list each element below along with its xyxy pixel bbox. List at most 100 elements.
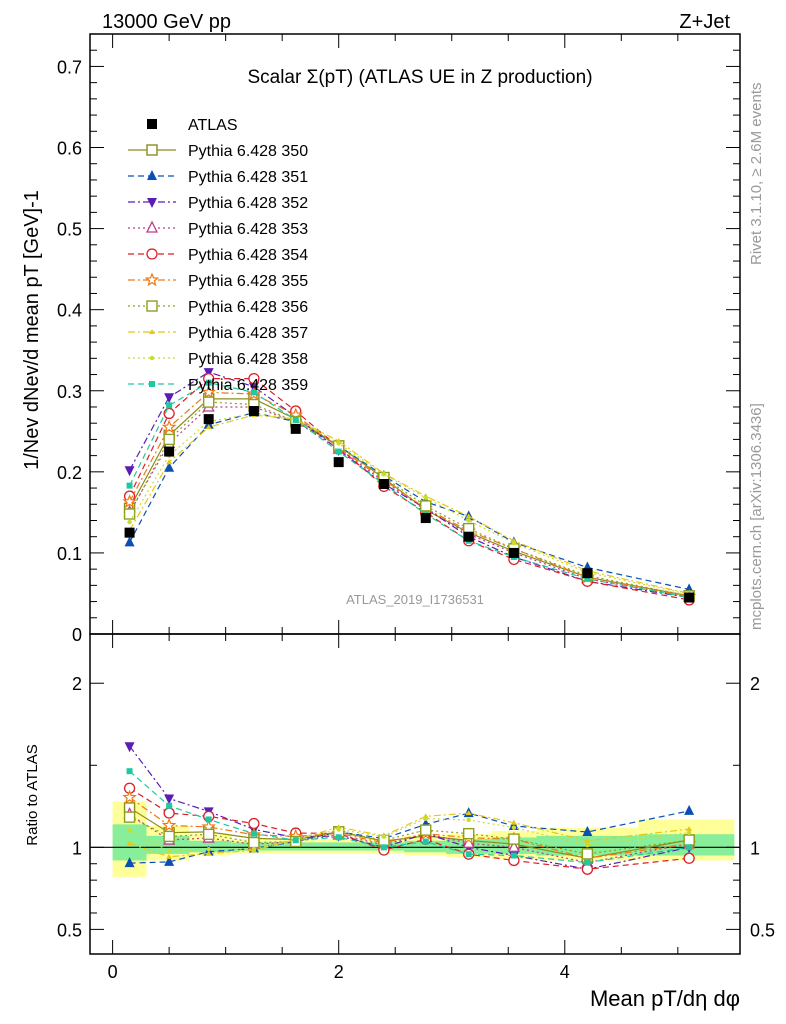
ratio-band-green (146, 835, 190, 854)
ratio-band-green (316, 842, 362, 851)
series-line-359 (129, 381, 690, 599)
ratio-marker (686, 830, 692, 835)
ratio-band-green (189, 840, 232, 853)
series-marker (292, 416, 299, 423)
legend-marker (147, 170, 157, 180)
ratio-line-352 (129, 745, 690, 870)
ratio-marker (124, 857, 135, 868)
legend-label: Pythia 6.428 359 (188, 377, 308, 394)
series-line-356 (129, 401, 690, 597)
ratio-marker (510, 819, 517, 825)
y-tick-label: 0.6 (57, 139, 82, 159)
series-marker (202, 396, 215, 408)
ratio-marker (462, 827, 475, 840)
series-marker (201, 384, 216, 399)
legend-marker (146, 248, 158, 260)
mcplots-label: mcplots.cern.ch [arXiv:1306.3436] (748, 403, 765, 630)
ratio-line-350 (129, 807, 690, 859)
ratio-marker (508, 820, 519, 830)
ratio-line-351 (129, 810, 690, 864)
ratio-band-green (404, 840, 447, 853)
ratio-marker (423, 816, 428, 821)
series-marker (123, 508, 136, 520)
ratio-marker (335, 834, 342, 841)
series-marker (420, 500, 432, 512)
ratio-marker (686, 844, 693, 851)
ratio-marker (122, 789, 137, 804)
atlas-data-point (333, 457, 344, 468)
atlas-data-point (203, 414, 214, 425)
atlas-data-point (124, 527, 135, 538)
analysis-watermark: ATLAS_2019_I1736531 (346, 592, 484, 607)
atlas-data-point (463, 531, 474, 542)
x-tick-label: 2 (334, 962, 344, 982)
series-marker (163, 433, 175, 446)
series-marker (466, 518, 471, 523)
ratio-marker (581, 848, 594, 860)
atlas-data-point (378, 479, 389, 489)
series-marker (248, 372, 260, 385)
ratio-y-tick-label-right: 0.5 (750, 920, 775, 940)
ratio-marker (166, 848, 172, 854)
ratio-marker (164, 855, 175, 866)
series-marker (122, 494, 137, 509)
ratio-marker (166, 853, 173, 859)
series-marker (510, 537, 517, 543)
series-marker (335, 438, 342, 444)
y-tick-label: 0.4 (57, 301, 82, 321)
series-line-351 (129, 411, 690, 590)
series-line-352 (129, 371, 690, 599)
ratio-marker (126, 840, 133, 846)
ratio-marker (511, 825, 517, 830)
x-tick-label: 4 (560, 962, 570, 982)
ratio-marker (683, 834, 695, 846)
ratio-marker (127, 828, 132, 833)
series-marker (161, 419, 177, 434)
ratio-marker (465, 810, 472, 816)
ratio-marker (508, 833, 520, 845)
series-marker (166, 402, 173, 409)
ratio-frame (89, 633, 741, 955)
ratio-marker (248, 836, 260, 849)
legend-marker (149, 381, 155, 387)
series-marker (164, 461, 175, 472)
series-marker (423, 495, 428, 500)
ratio-marker (206, 846, 211, 852)
ratio-panel: 0.5 0.5 1 1 2 2 0 2 4 Ratio to ATLAS Mean pT/dη … (24, 633, 775, 1011)
ratio-marker (123, 811, 136, 823)
ratio-marker (584, 837, 591, 843)
y-tick-label: 0.5 (57, 220, 82, 240)
ratio-marker (581, 863, 594, 875)
y-axis-label: 1/Nev dNev/d mean pT [GeV]-1 (21, 190, 43, 470)
legend-marker (144, 272, 160, 287)
series-line-357 (129, 414, 690, 595)
ratio-line-353 (129, 813, 690, 864)
ratio-y-tick-label-right: 2 (750, 674, 760, 694)
series-marker (511, 540, 517, 546)
series-marker (124, 536, 135, 547)
ratio-marker (248, 817, 260, 830)
ratio-marker (465, 851, 472, 858)
y-tick-label: 0.1 (57, 544, 82, 564)
ratio-marker (422, 838, 429, 845)
atlas-data-point (508, 547, 519, 558)
series-line-350 (129, 398, 690, 597)
ratio-marker (507, 839, 520, 852)
y-tick-label: 0 (72, 625, 82, 645)
x-tick-label: 0 (108, 962, 118, 982)
ratio-line-359 (129, 770, 690, 864)
legend-label-atlas: ATLAS (188, 117, 238, 134)
ratio-marker (466, 817, 471, 823)
legend-label: Pythia 6.428 352 (188, 195, 308, 212)
ratio-marker (205, 816, 212, 823)
series-marker (126, 482, 133, 489)
atlas-data-point (684, 592, 695, 603)
ratio-y-tick-label: 2 (72, 674, 82, 694)
ratio-line-355 (129, 796, 690, 859)
y-tick-label: 0.2 (57, 463, 82, 483)
series-marker (584, 575, 591, 582)
series-marker (335, 448, 342, 455)
legend: ATLAS Pythia 6.428 350 Pythia 6.428 351 Pyt… (128, 117, 308, 394)
ratio-marker (124, 742, 135, 753)
